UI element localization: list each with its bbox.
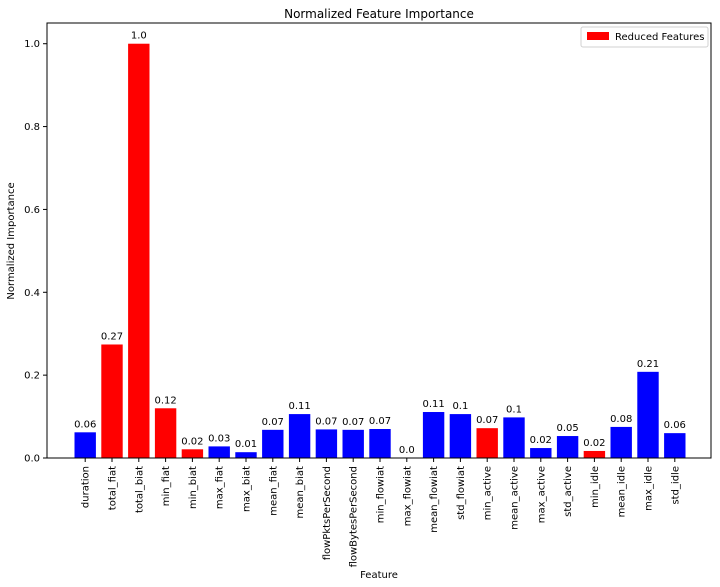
x-tick-label-min_idle: min_idle: [590, 466, 601, 508]
x-tick-label-max_flowiat: max_flowiat: [402, 466, 413, 526]
x-tick-label-max_idle: max_idle: [644, 466, 655, 511]
value-label-flowBytesPerSecond: 0.07: [342, 417, 364, 428]
x-tick-label-flowPktsPerSecond: flowPktsPerSecond: [322, 466, 333, 560]
bar-total_fiat: [101, 344, 123, 458]
value-label-min_biat: 0.02: [181, 436, 203, 447]
x-tick-label-min_active: min_active: [483, 466, 494, 520]
value-label-flowPktsPerSecond: 0.07: [315, 416, 337, 427]
x-tick-label-min_biat: min_biat: [188, 466, 199, 509]
x-tick-label-mean_flowiat: mean_flowiat: [429, 466, 440, 533]
value-label-std_idle: 0.06: [664, 420, 686, 431]
x-tick-label-mean_idle: mean_idle: [617, 466, 628, 517]
bar-mean_active: [503, 417, 525, 458]
value-label-max_flowiat: 0.0: [399, 445, 415, 456]
bar-std_flowiat: [449, 414, 472, 458]
x-tick-label-min_flowiat: min_flowiat: [376, 466, 387, 523]
y-tick-label: 0.0: [24, 454, 40, 465]
bar-std_idle: [664, 433, 686, 458]
value-label-mean_idle: 0.08: [610, 414, 632, 425]
bar-flowPktsPerSecond: [315, 429, 338, 458]
x-tick-label-max_biat: max_biat: [242, 466, 253, 512]
legend-swatch-reduced: [587, 32, 609, 40]
x-tick-label-total_fiat: total_fiat: [108, 466, 119, 510]
value-label-max_active: 0.02: [530, 435, 552, 446]
bar-std_active: [556, 436, 579, 458]
value-label-max_fiat: 0.03: [208, 433, 230, 444]
bar-flowBytesPerSecond: [342, 429, 364, 458]
value-label-mean_fiat: 0.07: [262, 417, 284, 428]
legend: Reduced Features: [580, 26, 709, 48]
x-tick-label-mean_biat: mean_biat: [295, 466, 306, 519]
bar-max_fiat: [208, 446, 230, 458]
x-tick-label-flowBytesPerSecond: flowBytesPerSecond: [349, 466, 360, 567]
bar-min_flowiat: [369, 429, 391, 458]
value-label-std_flowiat: 0.1: [452, 401, 468, 412]
bar-mean_flowiat: [422, 412, 445, 458]
value-label-total_fiat: 0.27: [101, 331, 123, 342]
bar-min_fiat: [154, 408, 177, 458]
y-axis-title: Normalized Importance: [6, 182, 17, 299]
value-label-min_flowiat: 0.07: [369, 416, 391, 427]
x-tick-label-total_biat: total_biat: [134, 466, 145, 513]
bar-max_active: [530, 448, 552, 458]
x-tick-label-std_active: std_active: [563, 466, 574, 517]
x-axis-title: Feature: [360, 570, 398, 581]
bar-mean_biat: [288, 414, 311, 458]
legend-box: [580, 26, 709, 48]
value-label-mean_active: 0.1: [506, 404, 522, 415]
x-tick-label-std_idle: std_idle: [670, 466, 681, 505]
bar-duration: [74, 432, 96, 458]
bar-min_biat: [181, 449, 204, 458]
bar-mean_fiat: [262, 429, 284, 458]
x-tick-label-mean_fiat: mean_fiat: [268, 466, 279, 516]
value-label-std_active: 0.05: [556, 423, 578, 434]
value-label-min_fiat: 0.12: [154, 395, 176, 406]
value-label-max_biat: 0.01: [235, 439, 257, 450]
x-tick-label-max_active: max_active: [536, 466, 547, 523]
value-label-total_biat: 1.0: [131, 31, 147, 42]
value-label-min_idle: 0.02: [583, 438, 605, 449]
value-label-mean_biat: 0.11: [288, 401, 310, 412]
bar-min_idle: [583, 450, 606, 458]
y-tick-label: 0.4: [24, 288, 40, 299]
bar-max_idle: [637, 371, 659, 458]
chart-title: Normalized Feature Importance: [284, 7, 474, 21]
x-tick-label-max_fiat: max_fiat: [215, 466, 226, 509]
plot-frame: [46, 22, 712, 459]
x-tick-label-std_flowiat: std_flowiat: [456, 466, 467, 520]
value-label-duration: 0.06: [74, 419, 96, 430]
value-label-max_idle: 0.21: [637, 359, 659, 370]
x-tick-label-min_fiat: min_fiat: [161, 466, 172, 506]
bar-total_biat: [128, 43, 150, 458]
legend-label-reduced: Reduced Features: [615, 32, 705, 43]
x-tick-label-mean_active: mean_active: [510, 466, 521, 530]
value-label-min_active: 0.07: [476, 415, 498, 426]
y-tick-label: 1.0: [24, 39, 40, 50]
bar-min_active: [476, 428, 498, 458]
x-tick-label-duration: duration: [81, 466, 92, 508]
bar-mean_idle: [610, 426, 632, 458]
y-tick-label: 0.2: [24, 371, 40, 382]
y-tick-label: 0.8: [24, 122, 40, 133]
bar-max_biat: [235, 452, 257, 458]
value-label-mean_flowiat: 0.11: [422, 399, 444, 410]
y-tick-label: 0.6: [24, 205, 40, 216]
